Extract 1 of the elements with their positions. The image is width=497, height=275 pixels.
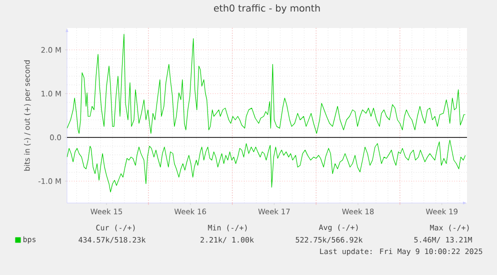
chart-title: eth0 traffic - by month [214,4,320,14]
